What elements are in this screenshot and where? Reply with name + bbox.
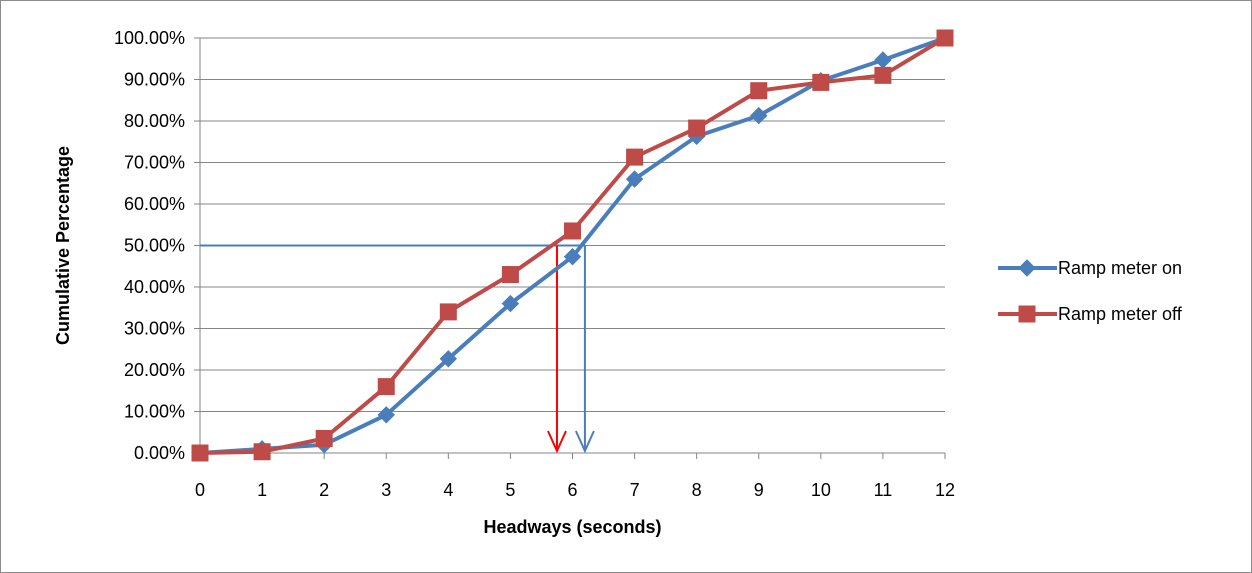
x-tick-label: 9 (754, 480, 764, 500)
y-tick-label: 90.00% (124, 70, 185, 90)
y-tick-label: 30.00% (124, 319, 185, 339)
x-tick-label: 12 (935, 480, 955, 500)
data-point (625, 170, 644, 188)
data-point (688, 119, 706, 137)
y-tick-label: 100.00% (114, 28, 185, 48)
legend-item: Ramp meter on (998, 258, 1182, 278)
legend-marker (1018, 259, 1036, 277)
data-point (315, 429, 333, 447)
y-tick-label: 50.00% (124, 236, 185, 256)
arrow-head (575, 430, 595, 454)
x-tick-label: 5 (505, 480, 515, 500)
legend-label: Ramp meter on (1058, 258, 1182, 278)
data-point (563, 247, 582, 266)
data-point (874, 66, 892, 84)
x-tick-label: 4 (443, 480, 453, 500)
red-arrow (547, 245, 567, 454)
data-point (439, 350, 458, 368)
data-point (377, 406, 395, 424)
data-point (564, 222, 581, 240)
x-tick-label: 0 (195, 480, 205, 500)
x-axis-title: Headways (seconds) (483, 517, 661, 537)
x-tick-label: 11 (874, 480, 893, 500)
blue-arrow (575, 245, 595, 454)
y-tick-label: 0.00% (134, 443, 185, 463)
x-tick-label: 6 (567, 480, 577, 500)
x-tick-label: 2 (319, 480, 329, 500)
data-point (501, 294, 520, 313)
y-tick-label: 40.00% (124, 277, 185, 297)
y-axis-title: Cumulative Percentage (53, 146, 73, 345)
legend-item: Ramp meter off (998, 304, 1183, 324)
data-point (812, 73, 830, 91)
legend-marker (1018, 305, 1036, 323)
data-point (253, 443, 271, 461)
arrow-head (547, 430, 567, 454)
y-tick-label: 70.00% (124, 153, 185, 173)
annotations (200, 244, 595, 454)
data-point (377, 378, 395, 396)
y-tick-label: 80.00% (124, 111, 185, 131)
data-point (874, 51, 892, 69)
y-tick-label: 60.00% (124, 194, 185, 214)
data-point (936, 29, 954, 47)
y-tick-label: 20.00% (124, 360, 185, 380)
tick-labels: 0.00% 10.00% 20.00% 30.00% 40.00% 50.00% 60.00… (114, 28, 955, 500)
x-tick-label: 1 (257, 480, 267, 500)
series-ramp-meter-off (191, 29, 954, 462)
x-tick-label: 3 (381, 480, 391, 500)
data-point (501, 266, 519, 284)
x-tick-label: 8 (692, 480, 702, 500)
y-tick-label: 10.00% (124, 402, 185, 422)
data-point (191, 444, 209, 462)
legend-label: Ramp meter off (1058, 304, 1183, 324)
data-point (750, 106, 768, 125)
x-tick-label: 10 (811, 480, 831, 500)
data-point (439, 303, 457, 321)
legend: Ramp meter on Ramp meter off (998, 258, 1183, 324)
data-point (750, 82, 768, 100)
data-point (626, 148, 644, 166)
x-tick-label: 7 (630, 480, 640, 500)
series (191, 29, 954, 462)
